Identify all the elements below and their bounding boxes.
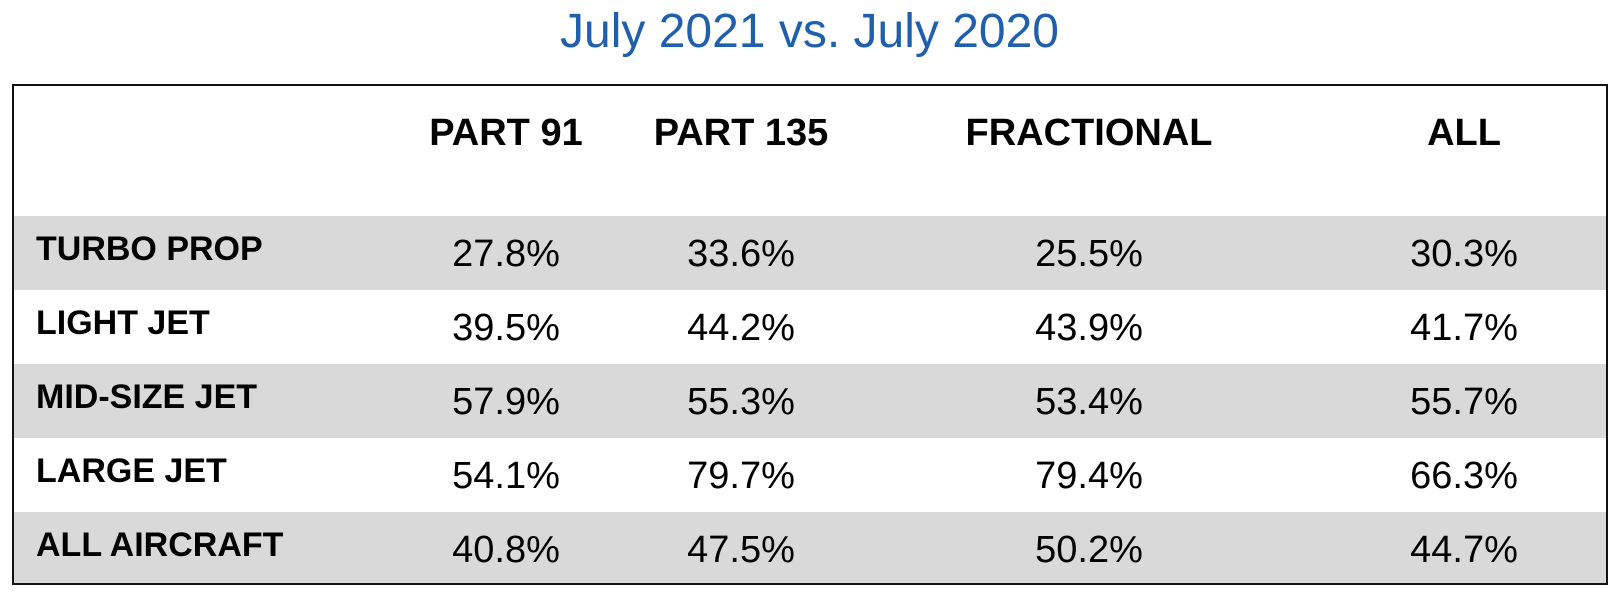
- table-row: LIGHT JET 39.5% 44.2% 43.9% 41.7%: [14, 290, 1606, 364]
- table-row: MID-SIZE JET 57.9% 55.3% 53.4% 55.7%: [14, 364, 1606, 438]
- row-label-all-aircraft: ALL AIRCRAFT: [36, 526, 284, 564]
- table-cell: 41.7%: [1410, 307, 1518, 349]
- row-label-large-jet: LARGE JET: [36, 452, 227, 490]
- table-row: ALL AIRCRAFT 40.8% 47.5% 50.2% 44.7%: [14, 512, 1606, 583]
- table-cell: 33.6%: [687, 233, 795, 275]
- table-cell: 79.7%: [687, 455, 795, 497]
- table-cell: 53.4%: [1035, 381, 1143, 423]
- column-header-part-91: PART 91: [429, 112, 583, 154]
- table-cell: 25.5%: [1035, 233, 1143, 275]
- table-row: LARGE JET 54.1% 79.7% 79.4% 66.3%: [14, 438, 1606, 512]
- table-header-row: PART 91 PART 135 FRACTIONAL ALL: [14, 86, 1606, 216]
- table-row: TURBO PROP 27.8% 33.6% 25.5% 30.3%: [14, 216, 1606, 290]
- table-cell: 40.8%: [452, 529, 560, 571]
- table-cell: 43.9%: [1035, 307, 1143, 349]
- table-cell: 79.4%: [1035, 455, 1143, 497]
- row-label-light-jet: LIGHT JET: [36, 304, 210, 342]
- column-header-fractional: FRACTIONAL: [965, 112, 1213, 154]
- table-cell: 44.2%: [687, 307, 795, 349]
- table-cell: 30.3%: [1410, 233, 1518, 275]
- table-cell: 50.2%: [1035, 529, 1143, 571]
- table-cell: 57.9%: [452, 381, 560, 423]
- table-cell: 47.5%: [687, 529, 795, 571]
- table-cell: 55.3%: [687, 381, 795, 423]
- data-table: PART 91 PART 135 FRACTIONAL ALL TURBO PR…: [12, 84, 1608, 585]
- table-cell: 54.1%: [452, 455, 560, 497]
- row-label-turbo-prop: TURBO PROP: [36, 230, 263, 268]
- table-cell: 66.3%: [1410, 455, 1518, 497]
- column-header-part-135: PART 135: [653, 112, 829, 154]
- table-cell: 27.8%: [452, 233, 560, 275]
- table-title: July 2021 vs. July 2020: [560, 5, 1059, 58]
- column-header-all: ALL: [1427, 112, 1501, 154]
- table-cell: 55.7%: [1410, 381, 1518, 423]
- table-cell: 44.7%: [1410, 529, 1518, 571]
- row-label-mid-size-jet: MID-SIZE JET: [36, 378, 258, 416]
- table-cell: 39.5%: [452, 307, 560, 349]
